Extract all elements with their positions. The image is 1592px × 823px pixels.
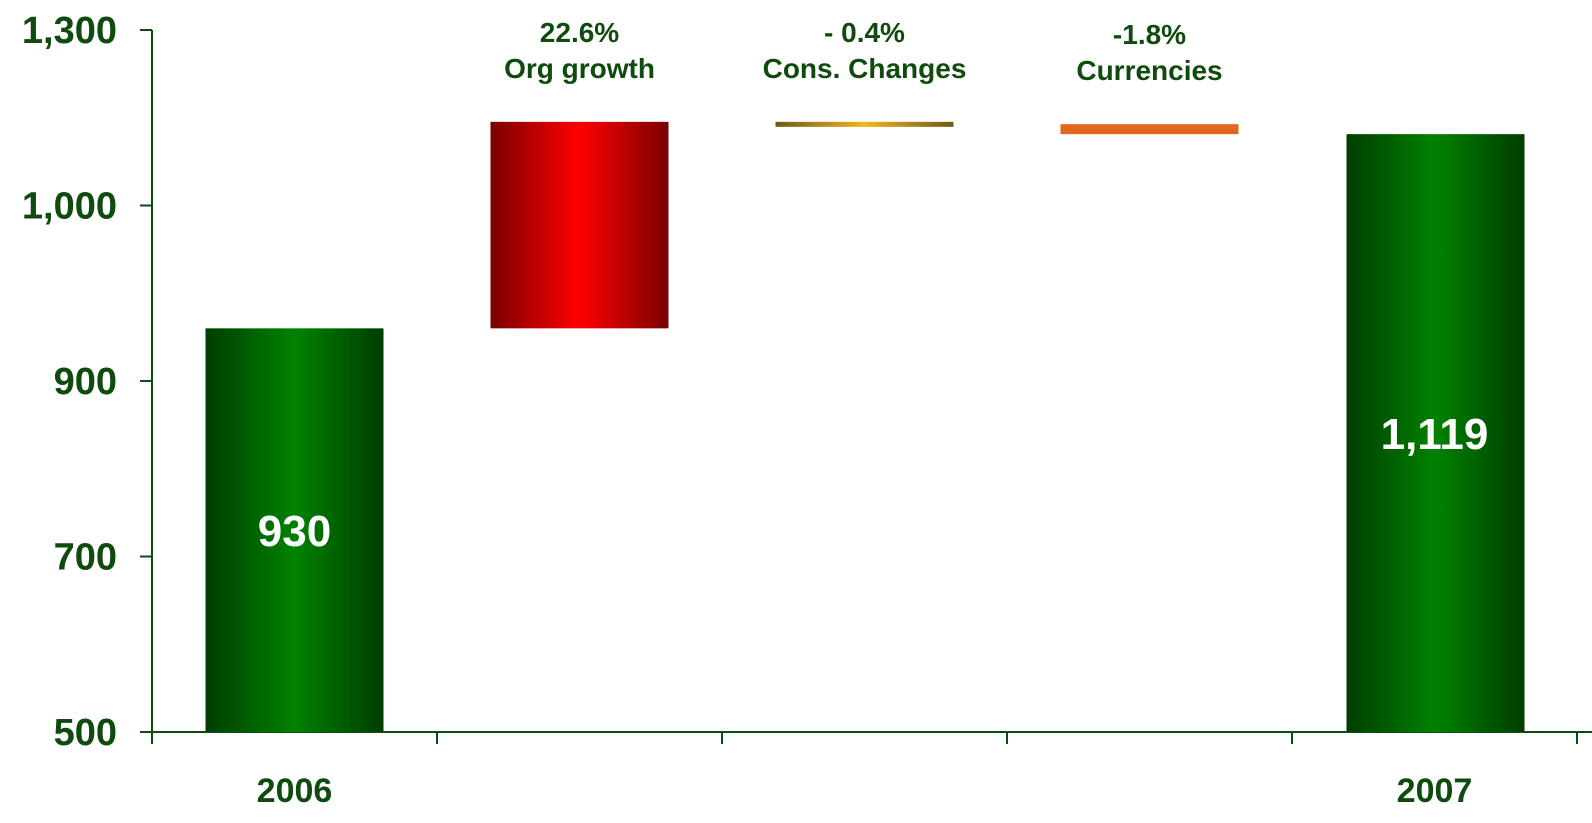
step-pct-label: 22.6%	[540, 17, 619, 48]
step-bar-cons-changes	[775, 121, 954, 127]
bar-value-label: 1,119	[1381, 410, 1489, 459]
step-pct-label: -1.8%	[1113, 19, 1186, 50]
axes: 500 700 900 1,000 1,300	[22, 10, 1592, 754]
step-pct-label: - 0.4%	[824, 17, 905, 48]
bar-value-label: 930	[258, 507, 331, 556]
y-tick-label: 700	[54, 537, 117, 579]
step-bar-currencies	[1060, 124, 1239, 135]
category-label: 2007	[1397, 772, 1473, 810]
y-tick-label: 1,000	[22, 186, 117, 228]
step-desc-label: Currencies	[1076, 55, 1222, 86]
y-tick-label: 900	[54, 361, 117, 403]
bars	[205, 121, 1525, 732]
y-tick-label: 500	[54, 712, 117, 754]
step-desc-label: Cons. Changes	[763, 53, 967, 84]
step-desc-label: Org growth	[504, 53, 655, 84]
y-tick-label: 1,300	[22, 10, 117, 52]
total-bar-2006	[205, 328, 384, 732]
category-label: 2006	[257, 772, 333, 810]
labels: 930 2006 22.6% Org growth - 0.4% Cons. Change…	[257, 17, 1489, 810]
step-bar-org-growth	[490, 121, 669, 329]
total-bar-2007	[1346, 134, 1525, 732]
